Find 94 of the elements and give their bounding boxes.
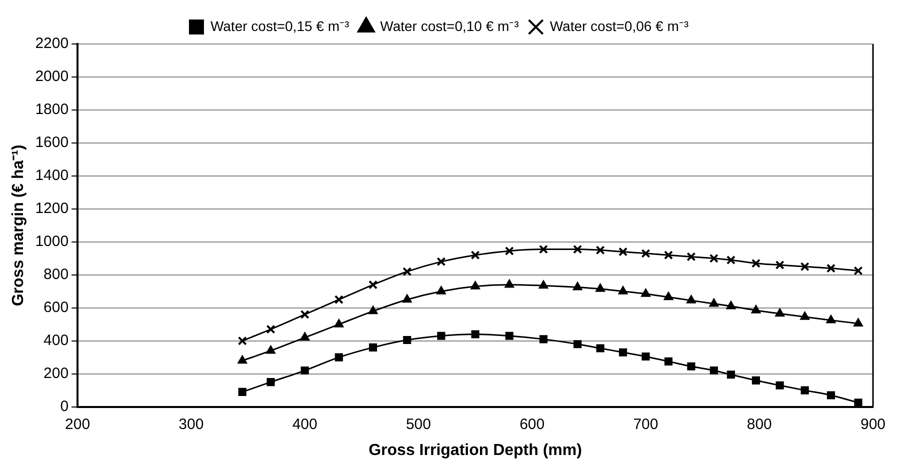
y-tick-label: 200 [44,364,69,382]
point [642,352,650,361]
point [687,362,696,370]
point [368,280,378,290]
point [596,246,605,255]
y-tick-label: 600 [44,298,69,316]
y-tick-label: 1400 [35,167,69,184]
point [300,332,310,341]
point [437,332,446,340]
x-tick-label: 900 [860,416,886,433]
legend-label: Water cost=0,06 € m⁻³ [550,18,689,34]
point [800,262,810,272]
point [470,250,480,260]
x-tick-label: 500 [406,416,431,433]
point [618,286,628,294]
point [573,244,582,254]
x-tick-label: 200 [65,416,90,433]
point [539,335,548,344]
point [775,260,784,270]
point [686,294,696,304]
y-tick-label: 2000 [35,68,69,86]
x-tick-label: 300 [178,416,204,433]
point [826,314,836,324]
legend-label: Water cost=0,15 € m⁻³ [210,18,350,34]
point [752,376,760,384]
point [640,288,651,297]
point [300,366,309,375]
y-tick-label: 1200 [35,200,69,218]
y-tick-label: 1000 [35,233,69,250]
point [538,280,548,289]
x-tick-label: 700 [633,416,658,433]
point [402,267,412,276]
point [470,280,480,290]
point [436,286,446,294]
y-tick-label: 1800 [35,101,69,118]
point [853,318,864,327]
point [774,308,785,317]
point [504,246,514,256]
point [368,343,378,352]
y-tick-label: 0 [60,398,69,415]
point [300,310,310,319]
point [538,244,548,254]
point [334,353,343,362]
point [686,252,696,262]
point [618,247,628,256]
point [334,295,344,304]
point [334,318,344,328]
point [826,391,835,400]
point [595,283,606,292]
point [504,279,514,288]
point [664,292,674,300]
y-tick-label: 2200 [35,35,69,52]
point [266,378,275,386]
point [641,248,650,258]
point [726,255,736,265]
point [726,370,735,379]
point [238,355,248,364]
x-tick-label: 800 [746,416,772,433]
point [709,254,718,263]
point [572,282,582,290]
point [436,257,446,266]
x-tick-label: 600 [520,416,545,433]
y-axis-title: Gross margin (€ ha⁻¹) [10,144,28,306]
point [710,366,718,375]
point [800,311,810,320]
point [471,330,480,338]
point [596,344,604,352]
point [238,388,246,396]
point [776,381,784,390]
point [368,306,378,314]
point [266,345,276,354]
point [854,266,863,276]
y-tick-label: 1600 [35,134,69,152]
point [238,336,247,346]
point [505,332,514,340]
point [574,340,582,348]
y-tick-label: 800 [44,266,69,284]
point [751,304,761,314]
point [664,357,672,366]
point [751,258,760,268]
point [402,294,412,303]
x-tick-label: 400 [292,416,318,433]
point [726,300,736,310]
point [266,324,276,334]
point [664,250,673,260]
point [800,386,809,394]
point [618,348,628,356]
point [403,336,412,344]
legend-label: Water cost=0,10 € m⁻³ [380,18,520,34]
point [709,298,719,307]
point [826,264,836,273]
y-tick-label: 400 [44,332,69,349]
x-axis-title: Gross Irrigation Depth (mm) [368,442,582,459]
point [854,398,862,407]
